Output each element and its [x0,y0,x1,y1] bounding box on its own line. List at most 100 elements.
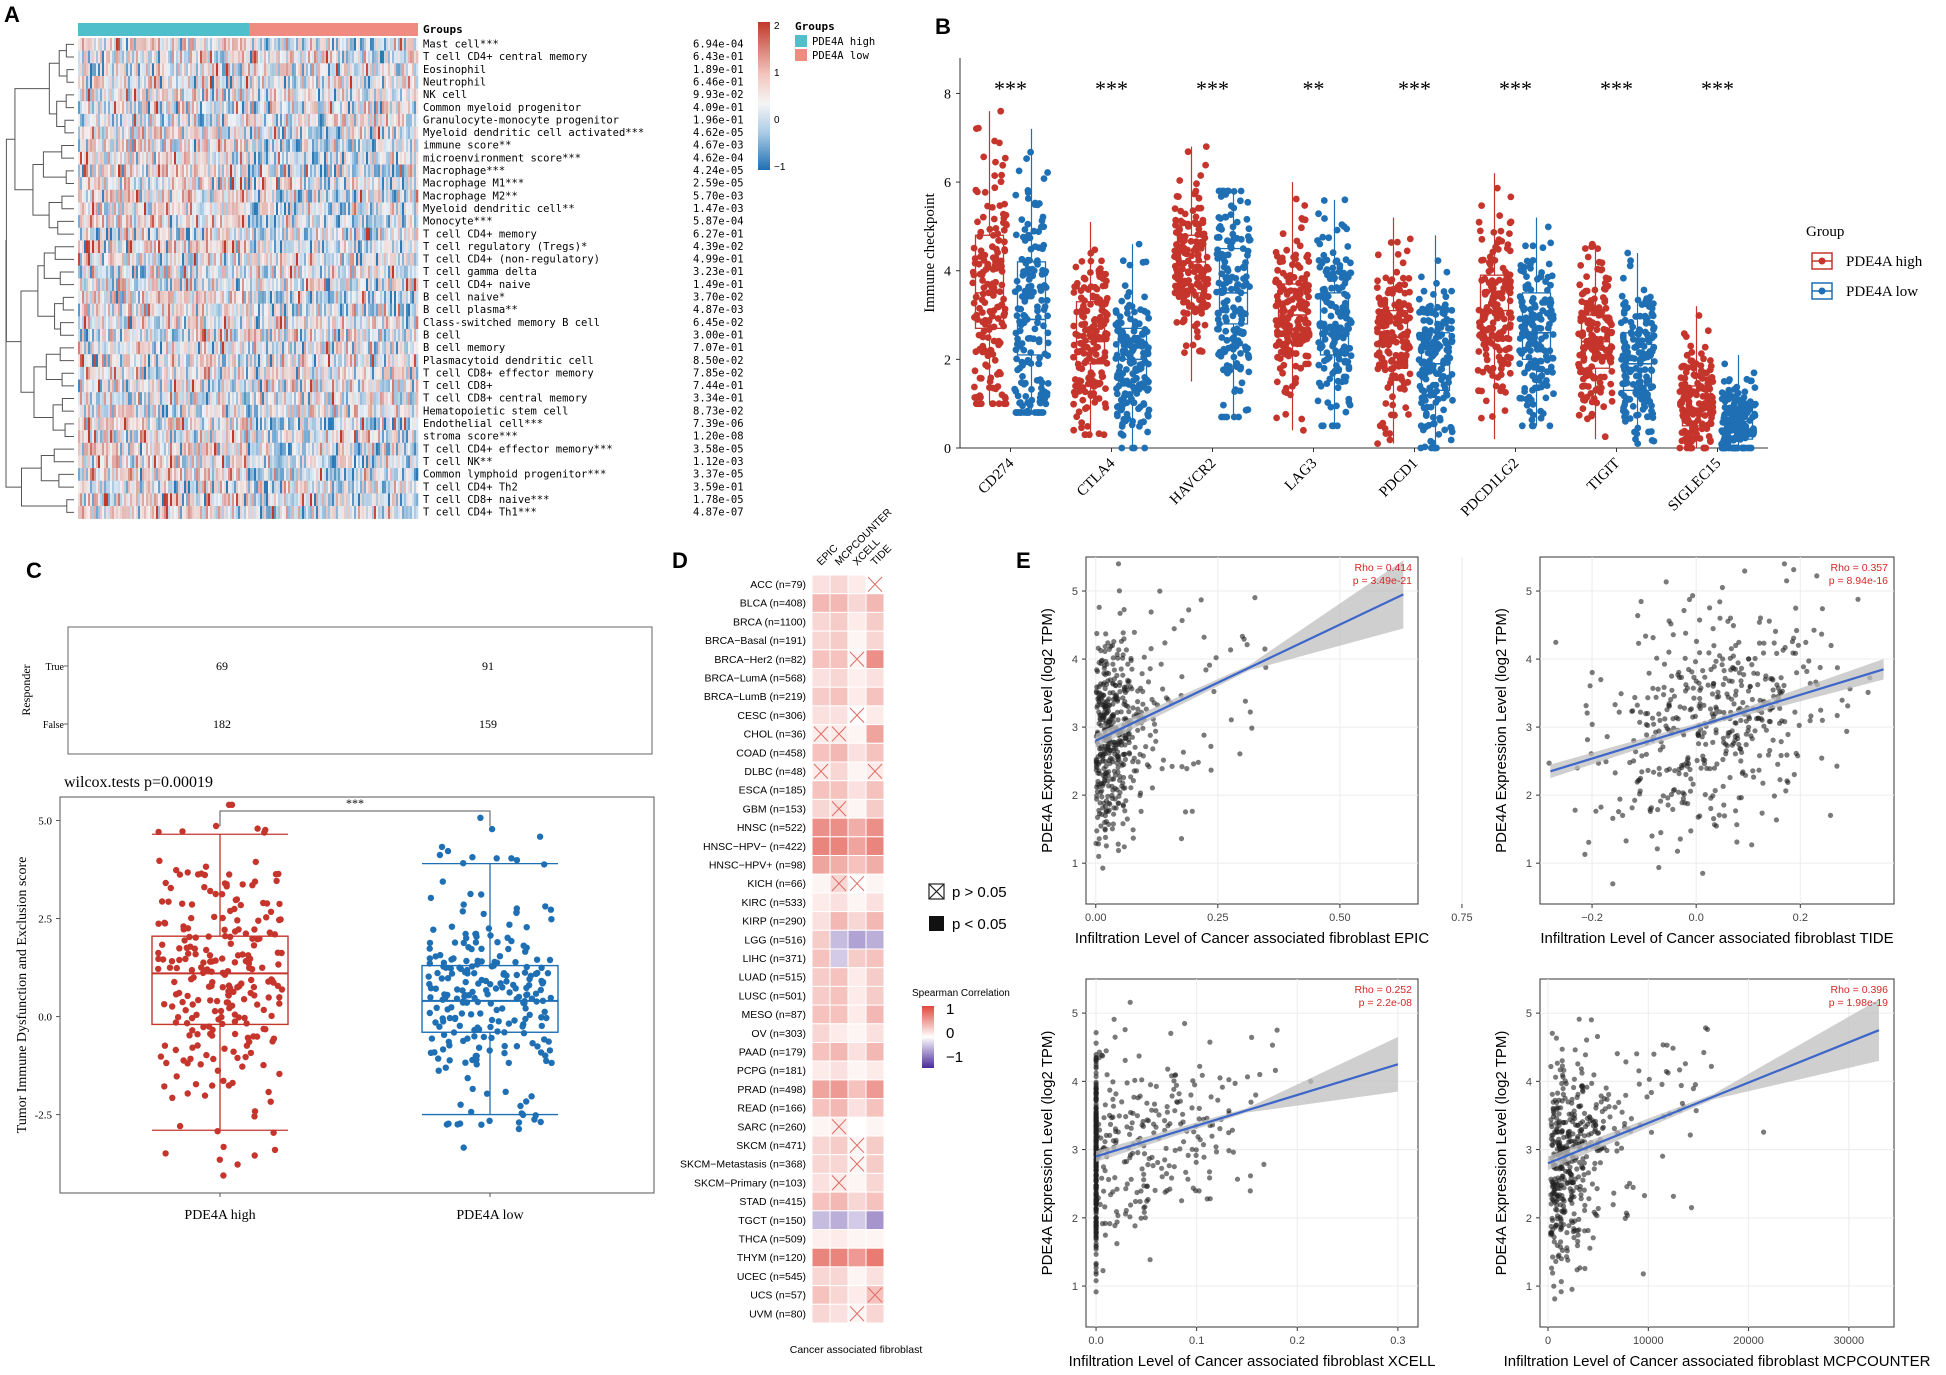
heatmap-cell [176,63,179,77]
heatmap-cell [150,113,153,127]
heatmap-cell [190,75,193,89]
heatmap-cell [338,278,341,292]
heatmap-cell [172,75,175,89]
heatmap-cell [286,75,289,89]
heatmap-cell [142,354,145,368]
heatmap-cell [140,63,143,77]
heatmap-cell [360,278,363,292]
heatmap-cell [376,202,379,216]
heatmap-cell [374,354,377,368]
heatmap-cell [368,126,371,140]
heatmap-cell [112,164,115,178]
heatmap-cell [168,404,171,418]
heatmap-cell [152,366,155,380]
heatmap-cell [342,88,345,102]
heatmap-cell [414,202,417,216]
heatmap-cell [98,303,101,317]
heatmap-cell [180,113,183,127]
heatmap-cell [404,38,407,51]
heatmap-cell [204,63,207,77]
heatmap-cell [322,392,325,406]
heatmap-cell [344,151,347,165]
heatmap-cell [232,392,235,406]
heatmap-cell [306,316,309,330]
heatmap-cell [258,278,261,292]
heatmap-cell [346,379,349,393]
heatmap-cell [250,189,253,203]
heatmap-cell [186,164,189,178]
heatmap-cell [136,50,139,64]
heatmap-cell [408,177,411,190]
heatmap-cell [232,63,235,77]
heatmap-cell [238,164,241,178]
heatmap-cell [360,328,363,342]
heatmap-cell [224,38,227,51]
heatmap-cell [358,202,361,216]
heatmap-cell [354,189,357,203]
heatmap-cell [122,392,125,406]
heatmap-cell [302,126,305,140]
heatmap-cell [184,379,187,393]
heatmap-cell [228,366,231,380]
heatmap-cell [118,341,121,355]
heatmap-cell [222,202,225,216]
heatmap-cell [132,164,135,178]
heatmap-cell [388,291,391,304]
heatmap-cell [88,316,91,330]
heatmap-cell [276,215,279,228]
heatmap-cell [194,278,197,292]
heatmap-cell [168,366,171,380]
heatmap-cell [84,341,87,355]
heatmap-cell [356,354,359,368]
heatmap-cell [270,379,273,393]
heatmap-cell [214,101,217,115]
heatmap-cell [132,189,135,203]
heatmap-cell [266,253,269,266]
heatmap-cell [180,50,183,64]
heatmap-cell [194,215,197,228]
heatmap-cell [94,354,97,368]
heatmap-cell [114,189,117,203]
heatmap-cell [320,291,323,304]
heatmap-cell [188,278,191,292]
heatmap-cell [158,101,161,115]
heatmap-cell [236,151,239,165]
heatmap-cell [124,404,127,418]
heatmap-cell [394,354,397,368]
heatmap-cell [230,341,233,355]
heatmap-cell [144,265,147,279]
heatmap-cell [86,404,89,418]
heatmap-cell [342,265,345,279]
heatmap-cell [320,126,323,140]
heatmap-cell [242,164,245,178]
heatmap-cell [250,366,253,380]
heatmap-cell [288,328,291,342]
heatmap-cell [232,253,235,266]
heatmap-cell [166,278,169,292]
heatmap-cell [144,164,147,178]
heatmap-cell [144,366,147,380]
heatmap-cell [372,291,375,304]
heatmap-cell [318,341,321,355]
heatmap-cell [130,202,133,216]
heatmap-cell [398,253,401,266]
heatmap-cell [344,227,347,241]
heatmap-cell [378,379,381,393]
heatmap-cell [204,151,207,165]
heatmap-cell [172,101,175,115]
heatmap-cell [308,328,311,342]
heatmap-cell [154,303,157,317]
heatmap-cell [314,75,317,89]
heatmap-cell [342,291,345,304]
heatmap-cell [166,303,169,317]
heatmap-cell [308,63,311,77]
heatmap-cell [94,278,97,292]
heatmap-cell [274,88,277,102]
heatmap-cell [88,38,91,51]
heatmap-cell [130,366,133,380]
heatmap-cell [240,265,243,279]
heatmap-cell [346,240,349,254]
heatmap-cell [254,366,257,380]
heatmap-cell [378,63,381,77]
heatmap-cell [354,50,357,64]
